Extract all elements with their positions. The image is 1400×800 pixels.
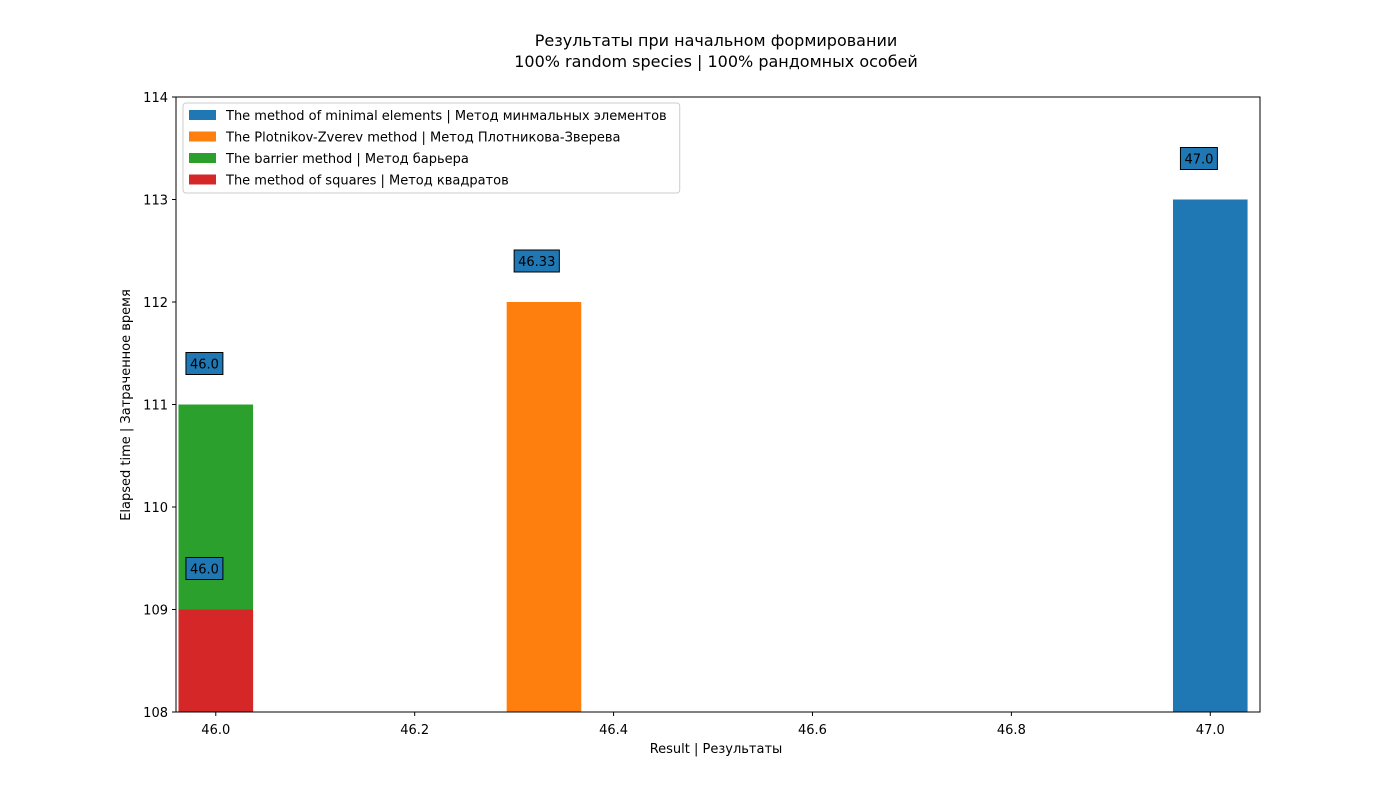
bars-layer bbox=[178, 199, 1248, 712]
axes-layer: 46.0 46.2 46.4 46.6 46.8 47.0 108 109 110 111 112 1… bbox=[143, 91, 1261, 738]
legend-swatch bbox=[189, 153, 216, 163]
legend-entry: The method of squares | Метод квадратов bbox=[225, 174, 509, 189]
y-tick-label: 108 bbox=[143, 706, 168, 721]
value-annotation: 46.33 bbox=[513, 249, 560, 273]
legend-swatch bbox=[189, 131, 216, 142]
legend-box bbox=[182, 102, 681, 194]
legend-entry: The Plotnikov-Zverev method | Метод Плот… bbox=[225, 131, 620, 146]
y-tick-label: 111 bbox=[143, 399, 168, 414]
legend: The method of minimal elements | Метод м… bbox=[182, 102, 681, 194]
x-tick-label: 46.6 bbox=[798, 723, 827, 738]
x-tick-label: 46.4 bbox=[599, 723, 628, 738]
annotation-label: 46.0 bbox=[190, 358, 219, 373]
legend-swatch bbox=[189, 110, 216, 120]
value-annotation: 46.0 bbox=[185, 557, 224, 580]
annotation-box bbox=[1179, 147, 1218, 170]
x-axis-label: Result | Результаты bbox=[650, 742, 783, 757]
x-tick-label: 47.0 bbox=[1196, 723, 1225, 738]
legend-entry: The method of minimal elements | Метод м… bbox=[225, 109, 667, 124]
y-axis-label: Elapsed time | Затраченное время bbox=[119, 289, 134, 521]
x-tick-label: 46.8 bbox=[997, 723, 1026, 738]
value-annotation: 46.0 bbox=[185, 352, 224, 375]
legend-entry: The barrier method | Метод барьера bbox=[225, 152, 469, 167]
y-tick-label: 109 bbox=[143, 604, 168, 619]
annotation-label: 46.0 bbox=[190, 563, 219, 578]
annotation-box bbox=[513, 249, 560, 273]
bar-3-0 bbox=[178, 609, 254, 712]
annotation-box bbox=[185, 352, 224, 375]
y-tick-label: 110 bbox=[143, 501, 168, 516]
legend-swatch bbox=[189, 174, 216, 185]
chart-title: Результаты при начальном формировании bbox=[535, 31, 898, 50]
x-tick-label: 46.0 bbox=[201, 723, 230, 738]
annotation-label: 46.33 bbox=[518, 255, 555, 270]
x-tick-label: 46.2 bbox=[400, 723, 429, 738]
chart-subtitle: 100% random species | 100% рандомных осо… bbox=[514, 52, 918, 71]
value-annotation: 47.0 bbox=[1179, 147, 1218, 170]
y-tick-label: 114 bbox=[143, 91, 168, 106]
bar-0-0 bbox=[1172, 199, 1248, 712]
y-tick-label: 113 bbox=[143, 194, 168, 209]
annotations-layer: 47.0 46.33 46.0 46.0 bbox=[185, 147, 1218, 580]
annotation-label: 47.0 bbox=[1184, 153, 1213, 168]
bar-1-0 bbox=[506, 302, 582, 712]
annotation-box bbox=[185, 557, 224, 580]
y-tick-label: 112 bbox=[143, 296, 168, 311]
